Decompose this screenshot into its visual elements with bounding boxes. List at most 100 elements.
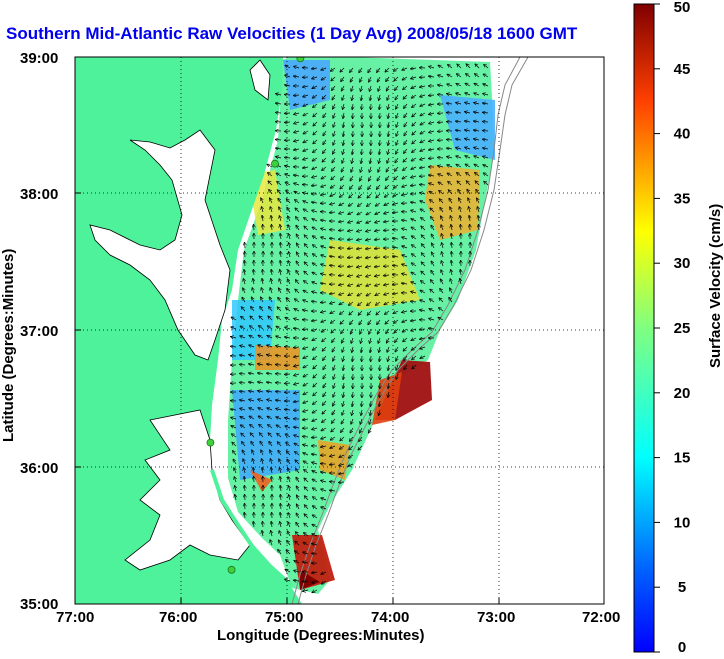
- velocity-arrow: [240, 416, 246, 419]
- velocity-arrow: [253, 476, 254, 483]
- velocity-arrow: [312, 355, 318, 360]
- velocity-arrow: [368, 76, 371, 82]
- velocity-arrow: [393, 67, 399, 71]
- colorbar-tick-label: 0: [678, 639, 686, 656]
- velocity-arrow: [352, 400, 353, 407]
- velocity-arrow: [285, 434, 291, 438]
- velocity-arrow: [280, 512, 281, 519]
- velocity-arrow: [428, 328, 435, 329]
- velocity-arrow: [376, 310, 381, 315]
- velocity-arrow: [347, 230, 354, 231]
- velocity-arrow: [357, 301, 363, 306]
- velocity-arrow: [385, 175, 390, 181]
- velocity-arrow: [323, 139, 327, 145]
- velocity-arrow: [296, 270, 300, 276]
- velocity-arrow: [279, 207, 281, 213]
- velocity-arrow: [239, 373, 246, 374]
- velocity-arrow: [285, 65, 291, 68]
- velocity-arrow: [374, 257, 381, 258]
- velocity-arrow: [431, 261, 435, 267]
- velocity-arrow: [441, 260, 443, 267]
- velocity-arrow: [270, 539, 272, 546]
- velocity-arrow: [303, 280, 309, 285]
- velocity-arrow: [234, 476, 236, 483]
- velocity-arrow: [249, 326, 255, 330]
- velocity-arrow: [370, 157, 371, 164]
- velocity-arrow: [352, 139, 353, 146]
- velocity-arrow: [296, 486, 299, 492]
- velocity-arrow: [303, 356, 309, 359]
- velocity-arrow: [275, 156, 282, 158]
- velocity-arrow: [275, 355, 282, 356]
- velocity-arrow: [280, 269, 281, 276]
- velocity-arrow: [302, 329, 309, 330]
- velocity-arrow: [466, 181, 471, 186]
- velocity-arrow: [323, 391, 327, 397]
- velocity-arrow: [430, 208, 435, 213]
- velocity-arrow: [388, 391, 389, 398]
- velocity-arrow: [287, 288, 291, 294]
- velocity-arrow: [323, 130, 327, 136]
- velocity-arrow: [449, 288, 452, 294]
- velocity-arrow: [293, 435, 300, 437]
- velocity-arrow: [361, 94, 362, 101]
- velocity-arrow: [339, 445, 345, 449]
- velocity-arrow: [296, 234, 299, 240]
- velocity-arrow: [230, 327, 237, 329]
- velocity-arrow: [374, 221, 381, 223]
- velocity-arrow: [321, 418, 327, 423]
- velocity-arrow: [365, 239, 372, 240]
- velocity-arrow: [240, 425, 246, 429]
- velocity-arrow: [420, 209, 426, 213]
- velocity-arrow: [276, 173, 282, 177]
- velocity-arrow: [421, 243, 426, 249]
- velocity-arrow: [312, 497, 318, 501]
- velocity-arrow: [379, 103, 380, 110]
- velocity-arrow: [333, 382, 335, 389]
- velocity-arrow: [244, 485, 245, 492]
- velocity-arrow: [320, 68, 327, 70]
- velocity-arrow: [267, 416, 273, 419]
- velocity-arrow: [446, 84, 453, 86]
- velocity-arrow: [293, 149, 300, 150]
- velocity-arrow: [313, 364, 318, 369]
- velocity-arrow: [469, 215, 470, 222]
- velocity-arrow: [280, 521, 281, 528]
- velocity-arrow: [330, 319, 336, 324]
- velocity-arrow: [304, 478, 309, 483]
- velocity-arrow: [234, 485, 236, 492]
- velocity-arrow: [296, 225, 300, 231]
- velocity-arrow: [385, 85, 389, 91]
- velocity-arrow: [420, 290, 426, 294]
- velocity-arrow: [474, 83, 480, 86]
- velocity-arrow: [304, 514, 309, 519]
- velocity-arrow: [303, 382, 309, 386]
- velocity-arrow: [383, 275, 390, 276]
- velocity-arrow: [276, 433, 282, 438]
- velocity-arrow: [482, 148, 489, 149]
- velocity-arrow: [258, 416, 264, 420]
- velocity-arrow: [475, 64, 480, 69]
- velocity-arrow: [366, 284, 372, 286]
- velocity-arrow: [311, 428, 318, 430]
- velocity-arrow: [338, 464, 345, 466]
- velocity-arrow: [456, 82, 462, 86]
- velocity-arrow: [239, 364, 246, 365]
- velocity-arrow: [411, 346, 417, 350]
- velocity-arrow: [360, 328, 362, 334]
- velocity-arrow: [329, 212, 336, 213]
- velocity-arrow: [293, 347, 300, 348]
- velocity-arrow: [386, 166, 389, 172]
- velocity-arrow: [358, 436, 363, 442]
- velocity-arrow: [465, 73, 471, 78]
- velocity-arrow: [268, 316, 273, 321]
- velocity-arrow: [288, 224, 290, 231]
- velocity-arrow: [394, 85, 399, 91]
- velocity-arrow: [430, 289, 435, 294]
- velocity-arrow: [451, 260, 452, 267]
- velocity-arrow: [285, 317, 291, 320]
- velocity-arrow: [340, 319, 345, 324]
- velocity-arrow: [455, 156, 462, 158]
- velocity-arrow: [410, 185, 417, 186]
- colorbar-tick-label: 5: [678, 579, 686, 596]
